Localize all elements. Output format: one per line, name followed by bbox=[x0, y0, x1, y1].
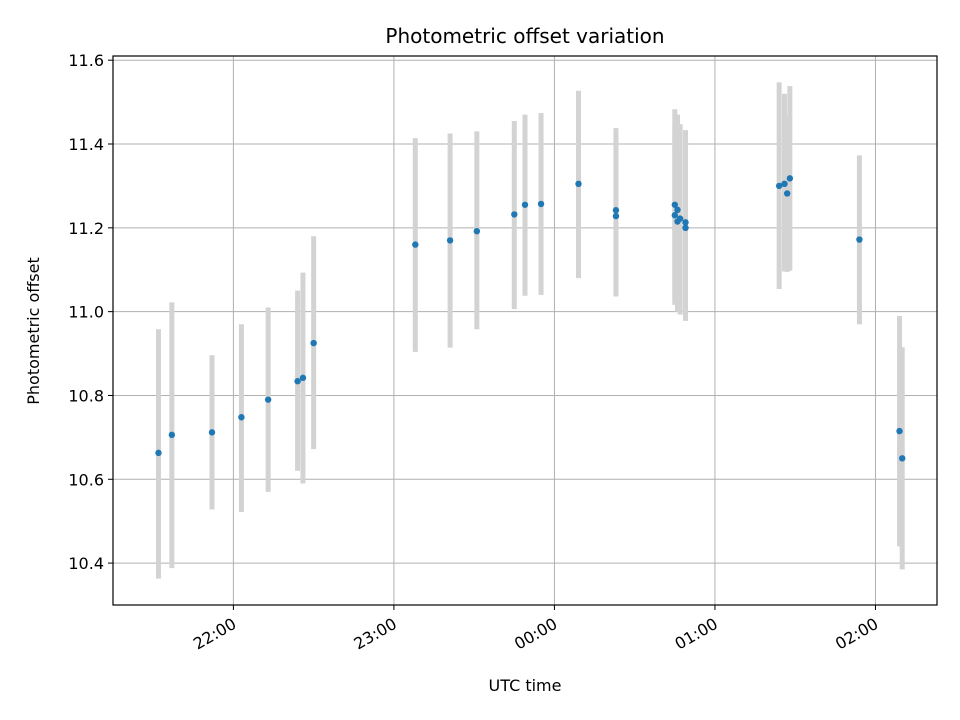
y-tick-label: 10.4 bbox=[68, 554, 104, 573]
data-point bbox=[238, 414, 245, 421]
y-tick-label: 10.8 bbox=[68, 386, 104, 405]
data-point bbox=[310, 339, 317, 347]
y-tick-label: 11.4 bbox=[68, 135, 104, 154]
data-point bbox=[168, 431, 176, 439]
data-point bbox=[775, 182, 783, 190]
data-point bbox=[674, 206, 681, 214]
data-point bbox=[783, 190, 791, 197]
grid bbox=[113, 56, 937, 605]
data-point bbox=[676, 215, 684, 222]
data-point bbox=[896, 427, 903, 435]
data-point bbox=[155, 449, 162, 457]
data-point bbox=[299, 374, 307, 382]
data-point bbox=[208, 429, 216, 436]
data-point bbox=[671, 212, 679, 219]
data-point bbox=[511, 211, 518, 218]
data-point bbox=[537, 200, 545, 208]
data-point bbox=[899, 455, 906, 462]
plot-frame bbox=[112, 55, 938, 606]
data-point bbox=[682, 219, 689, 226]
data-point bbox=[446, 237, 454, 244]
data-point bbox=[412, 241, 419, 248]
y-tick-label: 10.6 bbox=[68, 470, 104, 489]
data-point bbox=[612, 212, 620, 220]
chart-title: Photometric offset variation bbox=[385, 24, 664, 48]
data-point bbox=[856, 236, 863, 243]
data-point bbox=[473, 227, 481, 235]
data-point bbox=[294, 378, 301, 385]
y-tick-label: 11.2 bbox=[68, 219, 104, 238]
x-axis-title: UTC time bbox=[489, 676, 562, 695]
y-tick-label: 11.6 bbox=[68, 51, 104, 70]
data-point bbox=[781, 180, 788, 188]
y-axis: 10.4 10.6 10.8 11.0 11.2 11.4 11.6 bbox=[68, 51, 113, 573]
y-axis-title: Photometric offset bbox=[24, 257, 43, 405]
data-point bbox=[786, 175, 794, 182]
data-point bbox=[264, 396, 272, 403]
data-point bbox=[575, 180, 582, 188]
y-tick-label: 11.0 bbox=[68, 303, 104, 322]
data-point bbox=[682, 224, 689, 232]
data-point bbox=[521, 201, 529, 208]
data-points bbox=[155, 175, 906, 462]
data-point bbox=[671, 201, 679, 208]
data-point bbox=[612, 207, 620, 214]
